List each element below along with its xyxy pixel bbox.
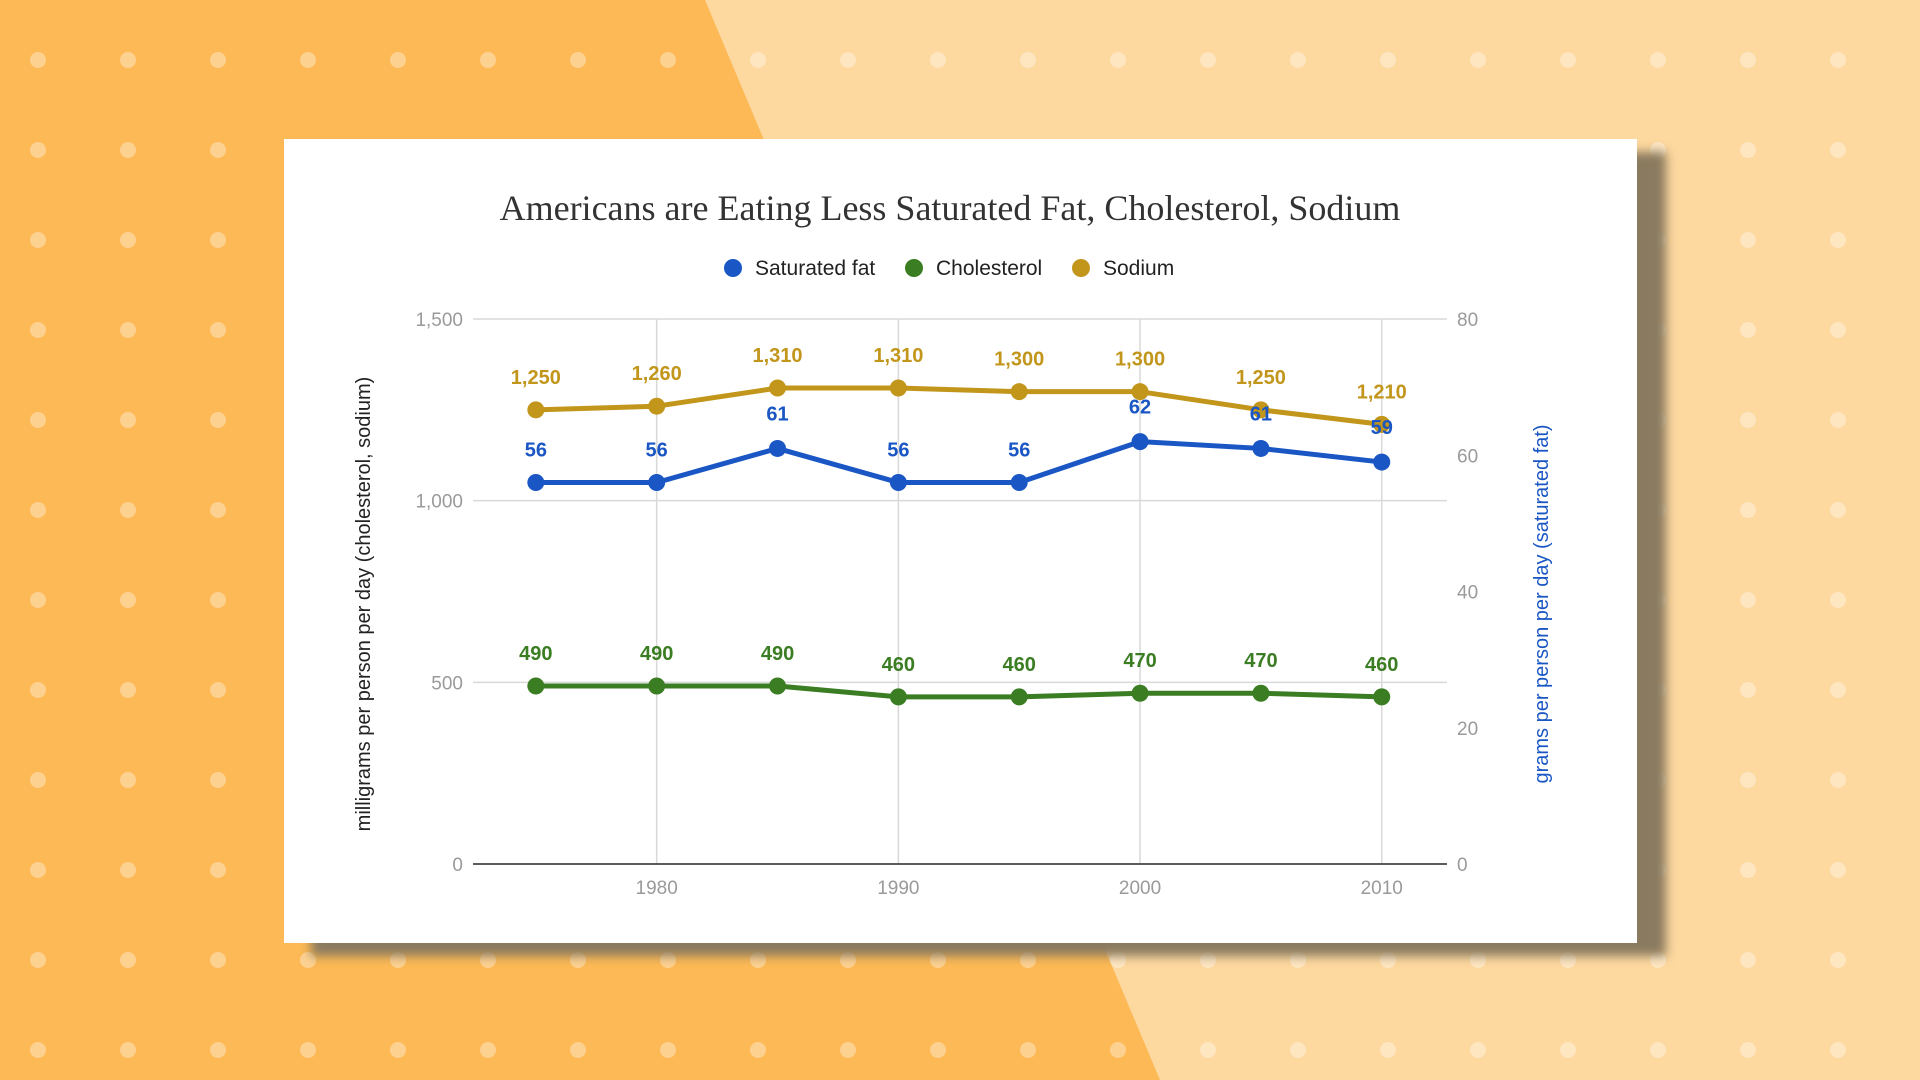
y-axis-right-title: grams per person per day (saturated fat): [1531, 424, 1553, 783]
y-tick-left-label: 1,500: [415, 310, 463, 331]
data-label: 490: [640, 643, 673, 665]
y-tick-left-label: 0: [452, 855, 463, 876]
series-line-saturated-fat: [535, 439, 1383, 485]
data-label: 61: [1250, 403, 1272, 425]
data-label: 1,250: [511, 367, 561, 389]
data-label: 59: [1371, 417, 1393, 439]
data-point: [1252, 439, 1270, 457]
data-label: 1,310: [873, 345, 923, 367]
y-axis-left-title: milligrams per person per day (cholester…: [353, 377, 375, 832]
data-label: 1,210: [1357, 381, 1407, 403]
x-tick-label: 1990: [877, 878, 919, 899]
legend-label: Sodium: [1103, 257, 1174, 280]
data-label: 1,300: [1115, 349, 1165, 371]
data-point: [648, 397, 666, 415]
data-point: [1010, 383, 1028, 401]
data-point: [648, 677, 666, 695]
data-point: [1373, 688, 1391, 706]
legend-marker: [1072, 259, 1090, 277]
data-point: [1373, 415, 1391, 433]
data-label: 1,310: [752, 345, 802, 367]
x-tick-label: 2000: [1119, 878, 1161, 899]
y-tick-right-label: 40: [1457, 583, 1478, 604]
grid: [473, 318, 1447, 864]
data-point: [1131, 684, 1149, 702]
data-label: 460: [882, 654, 915, 676]
data-label: 470: [1123, 650, 1156, 672]
data-point: [527, 677, 545, 695]
legend-label: Saturated fat: [755, 257, 875, 280]
data-point: [1252, 401, 1270, 419]
data-label: 470: [1244, 650, 1277, 672]
data-label: 1,250: [1236, 367, 1286, 389]
series-layer: 1,250 1,260 1,310 1,310 1,300 1,300 1,250 1,210…: [511, 345, 1407, 706]
data-point: [889, 379, 907, 397]
data-label: 460: [1003, 654, 1036, 676]
data-point: [527, 401, 545, 419]
data-point: [769, 677, 787, 695]
y-tick-left-label: 1,000: [415, 492, 463, 513]
data-label: 490: [761, 643, 794, 665]
legend-marker: [905, 259, 923, 277]
data-point: [769, 439, 787, 457]
data-point: [527, 474, 545, 491]
data-label: 56: [646, 440, 668, 462]
series-line-cholesterol: [535, 683, 1382, 700]
data-label: 56: [525, 440, 547, 462]
series-line-sodium: [535, 385, 1383, 427]
data-point: [1252, 684, 1270, 702]
legend: Saturated fat Cholesterol Sodium: [724, 257, 1174, 280]
data-point: [1373, 453, 1391, 471]
axes: 0 500 1,000 1,500 0 20 40 60 80 1980 1990 2000 2010: [415, 310, 1478, 899]
data-point: [1131, 433, 1149, 451]
y-tick-right-label: 0: [1457, 855, 1468, 876]
data-label: 61: [766, 403, 788, 425]
data-label: 56: [1008, 440, 1030, 462]
data-label: 1,300: [994, 349, 1044, 371]
y-tick-right-label: 20: [1457, 719, 1478, 740]
chart-title: Americans are Eating Less Saturated Fat,…: [500, 188, 1401, 228]
data-point: [769, 379, 787, 397]
y-tick-left-label: 500: [431, 673, 463, 694]
x-tick-label: 2010: [1361, 878, 1403, 899]
data-label: 56: [887, 440, 909, 462]
data-point: [1010, 688, 1028, 706]
data-label: 460: [1365, 654, 1398, 676]
data-point: [1131, 383, 1149, 401]
legend-marker: [724, 259, 742, 277]
x-tick-label: 1980: [636, 878, 678, 899]
y-tick-right-label: 80: [1457, 310, 1478, 331]
legend-label: Cholesterol: [936, 257, 1042, 280]
data-label: 62: [1129, 397, 1151, 419]
data-label: 1,260: [632, 363, 682, 385]
data-label: 490: [519, 643, 552, 665]
data-point: [889, 474, 907, 491]
data-point: [648, 474, 666, 491]
y-tick-right-label: 60: [1457, 446, 1478, 467]
chart-card: [284, 139, 1637, 943]
data-point: [1010, 474, 1028, 491]
data-point: [889, 688, 907, 706]
